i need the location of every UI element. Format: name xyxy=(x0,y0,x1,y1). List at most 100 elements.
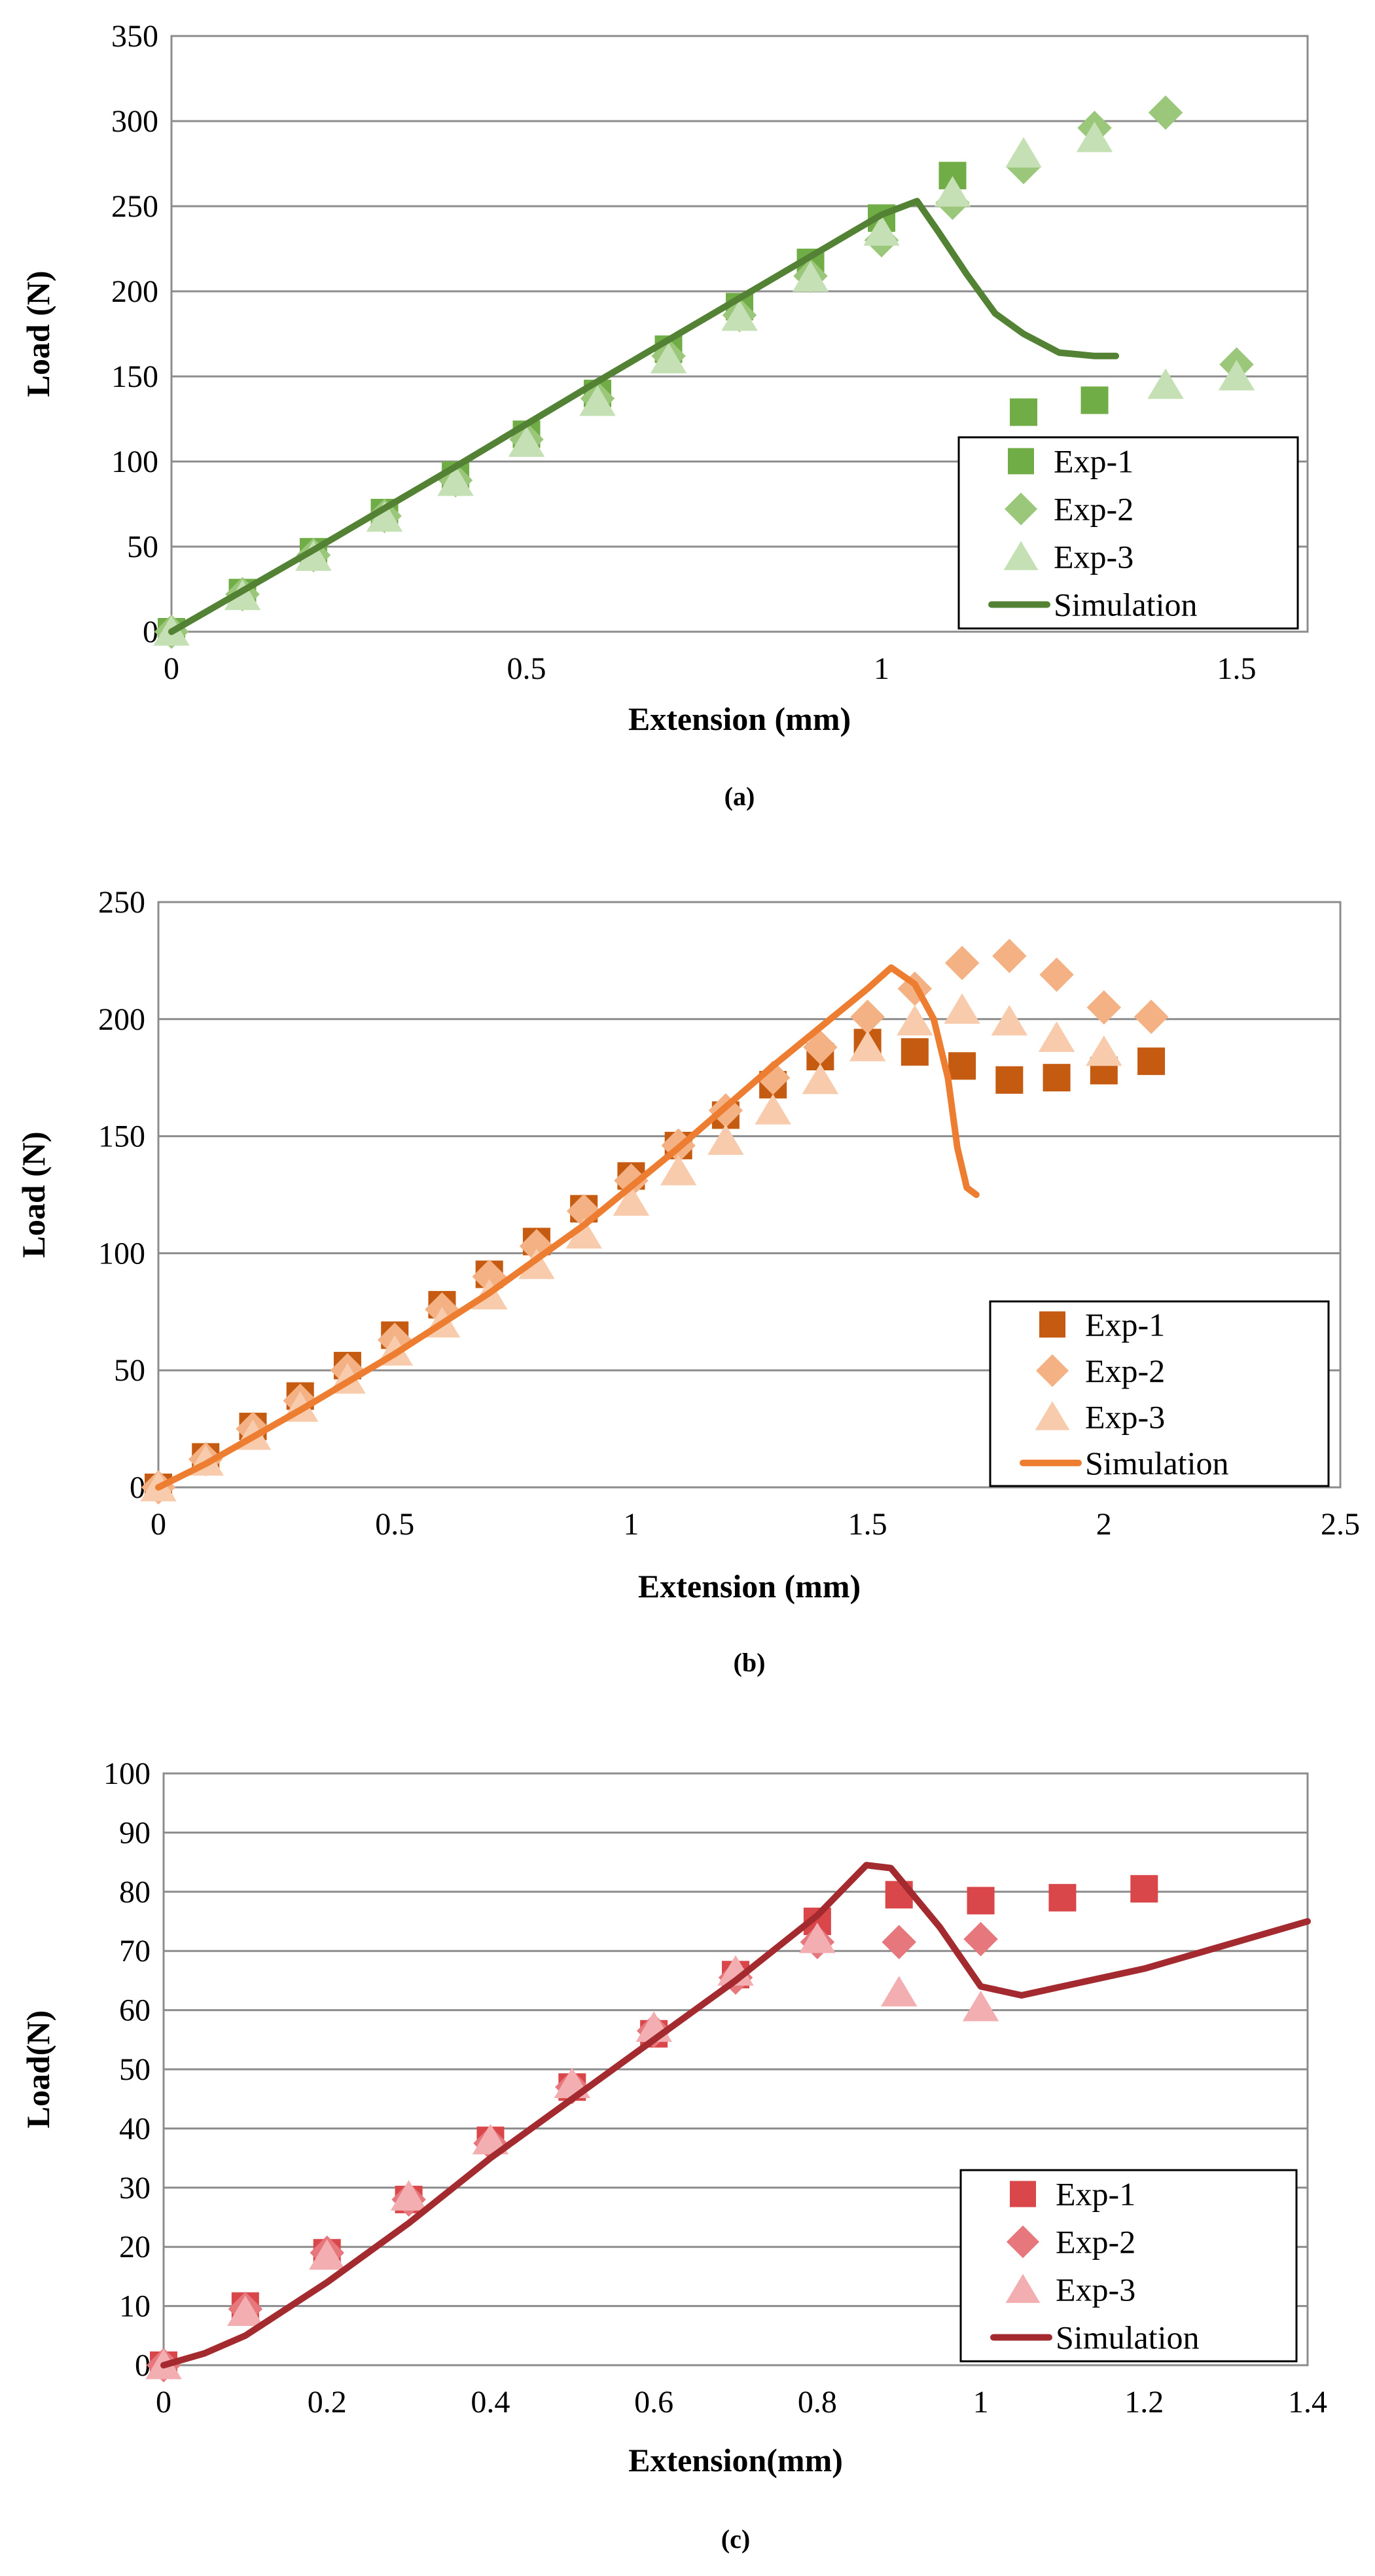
exp-2-point xyxy=(1039,957,1074,992)
exp-3-point xyxy=(707,1124,744,1155)
exp-2-point xyxy=(963,1921,998,1957)
exp-2-point xyxy=(1134,999,1169,1034)
exp-1-point xyxy=(967,1887,995,1915)
exp-1-point xyxy=(1137,1047,1166,1076)
exp-3-point xyxy=(660,1155,697,1186)
y-tick-label: 250 xyxy=(111,189,158,224)
exp-3-point xyxy=(650,342,687,374)
exp-2-point xyxy=(850,999,885,1034)
simulation-line xyxy=(160,1862,1311,2368)
x-tick-label: 2 xyxy=(1096,1507,1112,1542)
y-axis-title: Load(N) xyxy=(20,2010,56,2129)
plot-area-frame xyxy=(162,1772,1309,2367)
exp-2-point xyxy=(992,938,1027,973)
exp-3-point xyxy=(508,426,545,457)
exp-3-point xyxy=(565,1218,602,1249)
legend-label-exp-3: Exp-3 xyxy=(1085,1398,1165,1435)
exp-3-point xyxy=(308,2239,346,2270)
exp-1-point xyxy=(1048,1883,1077,1912)
exp-3-point xyxy=(799,1922,836,1953)
x-tick-label: 1 xyxy=(874,651,889,686)
x-tick-label: 0.2 xyxy=(308,2385,347,2420)
exp-3-point xyxy=(613,1185,650,1216)
exp-3-point xyxy=(792,261,829,292)
y-tick-label: 20 xyxy=(119,2230,151,2264)
y-tick-label: 90 xyxy=(119,1815,151,1850)
exp-3-point xyxy=(295,540,332,571)
exp-3-point xyxy=(944,993,980,1024)
exp-3-point xyxy=(962,1990,999,2022)
x-axis-title: Extension(mm) xyxy=(628,2442,843,2478)
exp-3-point xyxy=(1076,121,1113,153)
exp-3-point xyxy=(802,1063,839,1095)
legend-label-exp-2: Exp-2 xyxy=(1054,491,1134,528)
y-tick-label: 200 xyxy=(98,1002,145,1037)
y-tick-label: 150 xyxy=(98,1119,145,1154)
y-tick-label: 50 xyxy=(114,1353,145,1388)
plot-area-frame xyxy=(157,901,1342,1489)
legend: Exp-1 Exp-2 Exp-3 Simulation xyxy=(957,436,1299,630)
legend-label-exp-1: Exp-1 xyxy=(1056,2176,1135,2213)
exp-1-point xyxy=(901,1038,929,1066)
exp-3-point xyxy=(863,215,900,246)
y-tick-label: 10 xyxy=(119,2289,151,2324)
exp-3-point xyxy=(755,1094,791,1125)
legend-swatch-exp-3 xyxy=(1003,541,1039,570)
x-tick-label: 1.4 xyxy=(1288,2385,1327,2420)
x-tick-label: 1.5 xyxy=(848,1507,887,1542)
legend-swatch-exp-2 xyxy=(1036,1354,1069,1387)
legend-label-simulation: Simulation xyxy=(1054,587,1197,623)
x-tick-label: 0.6 xyxy=(634,2385,673,2420)
y-tick-label: 50 xyxy=(119,2052,151,2087)
legend-swatch-exp-2 xyxy=(1007,2225,1039,2259)
exp-3-point xyxy=(390,2180,427,2211)
y-tick-label: 300 xyxy=(111,104,158,139)
exp-3-point xyxy=(437,465,474,496)
exp-3-point xyxy=(717,1955,754,1986)
legend-swatch-exp-3 xyxy=(1035,1401,1070,1430)
x-tick-label: 1 xyxy=(623,1507,639,1542)
exp-2-point xyxy=(1086,990,1122,1025)
exp-3-point xyxy=(991,1005,1028,1036)
x-tick-label: 0.5 xyxy=(375,1507,414,1542)
legend-label-exp-2: Exp-2 xyxy=(1056,2224,1135,2260)
legend-label-exp-1: Exp-1 xyxy=(1085,1306,1165,1343)
legend-label-exp-1: Exp-1 xyxy=(1054,443,1134,480)
exp-2-point xyxy=(944,945,980,981)
y-tick-label: 100 xyxy=(103,1756,151,1791)
figure-caption: (c) xyxy=(721,2524,750,2554)
legend-label-simulation: Simulation xyxy=(1085,1445,1228,1481)
exp-3-point xyxy=(1218,359,1255,391)
exp-3-point xyxy=(1147,368,1184,399)
exp-3-point xyxy=(224,579,261,610)
exp-1-point xyxy=(1010,398,1037,426)
exp-1-point xyxy=(1080,386,1109,414)
y-tick-label: 50 xyxy=(127,530,158,564)
exp-3-point xyxy=(1086,1035,1122,1066)
exp-2-point xyxy=(1148,95,1183,130)
exp-3-point xyxy=(849,1030,886,1062)
exp-1-point xyxy=(1043,1064,1071,1092)
legend-swatch-exp-3 xyxy=(1005,2274,1041,2303)
exp-3-point xyxy=(472,2124,509,2154)
legend-label-exp-3: Exp-3 xyxy=(1054,539,1134,575)
exp-1-point xyxy=(995,1066,1024,1094)
exp-3-point xyxy=(880,1976,918,2006)
legend-swatch-exp-1 xyxy=(1008,448,1034,475)
x-tick-label: 0 xyxy=(164,651,179,686)
legend-label-exp-2: Exp-2 xyxy=(1085,1352,1165,1389)
exp-2-point xyxy=(614,1163,649,1198)
x-tick-label: 1.5 xyxy=(1217,651,1257,686)
exp-2-point xyxy=(803,1030,838,1064)
y-tick-label: 40 xyxy=(119,2111,151,2146)
exp-3-point xyxy=(1038,1021,1075,1052)
y-tick-label: 250 xyxy=(98,885,145,920)
y-tick-label: 200 xyxy=(111,274,158,309)
simulation-line xyxy=(155,964,980,1491)
y-tick-label: 100 xyxy=(98,1236,145,1271)
x-tick-label: 1.2 xyxy=(1124,2385,1164,2420)
x-tick-label: 2.5 xyxy=(1321,1507,1360,1542)
x-tick-label: 0 xyxy=(151,1507,166,1542)
